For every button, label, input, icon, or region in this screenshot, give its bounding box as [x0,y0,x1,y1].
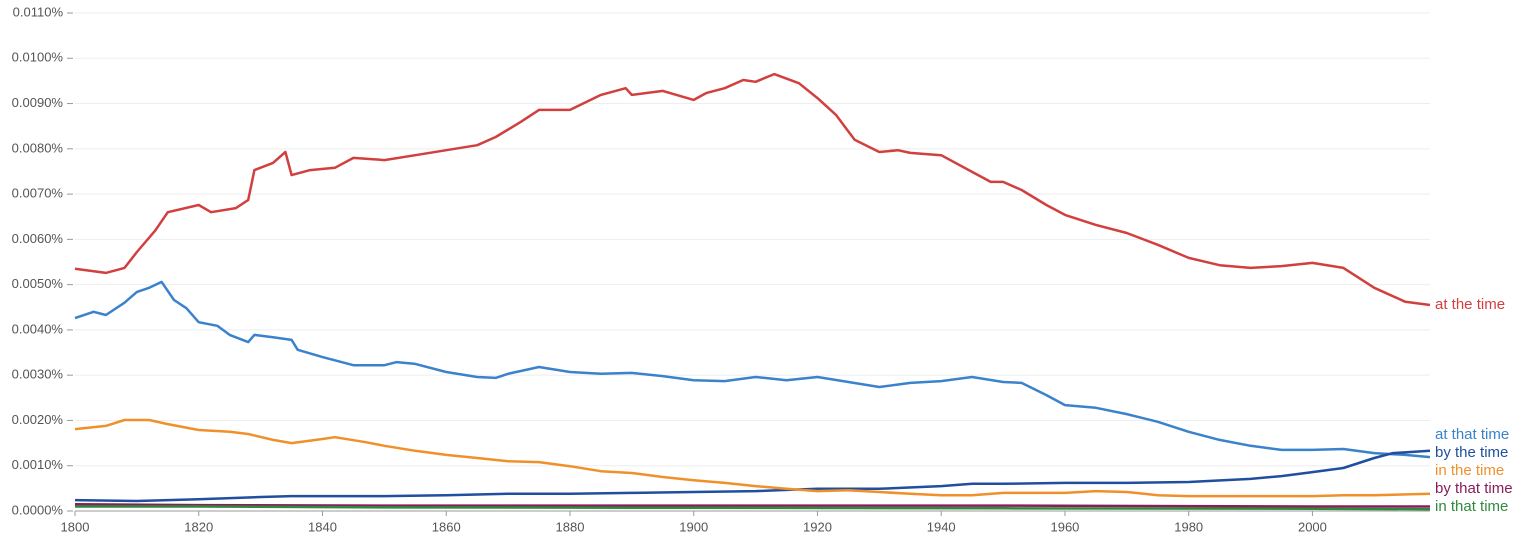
x-tick-label: 1900 [679,519,708,534]
series-label: at that time [1435,426,1509,443]
y-tick-label: 0.0040% [12,321,64,336]
series-line [75,505,1431,511]
y-tick-label: 0.0000% [12,502,64,517]
x-tick-label: 1920 [803,519,832,534]
y-tick-label: 0.0090% [12,95,64,110]
y-tick-label: 0.0110% [13,4,64,19]
series-line [74,449,1431,503]
series-line [74,280,1431,459]
series-line [74,72,1431,307]
x-tick-label: 1840 [308,519,337,534]
y-tick-label: 0.0080% [12,140,64,155]
x-tick-label: 1940 [927,519,956,534]
x-tick-label: 1820 [184,519,213,534]
y-tick-label: 0.0070% [12,186,64,201]
series-label: at the time [1435,296,1505,313]
y-tick-label: 0.0010% [12,457,64,472]
x-tick-label: 1860 [432,519,461,534]
x-tick-label: 1980 [1174,519,1203,534]
y-tick-label: 0.0060% [12,231,64,246]
x-tick-label: 2000 [1298,519,1327,534]
y-tick-label: 0.0050% [12,276,64,291]
series-line [74,418,1431,498]
series-label: in that time [1435,498,1508,515]
series-label: in the time [1435,462,1504,479]
series-label: by the time [1435,444,1508,461]
y-tick-label: 0.0030% [12,367,64,382]
series-line [74,502,1430,508]
x-tick-label: 1880 [556,519,585,534]
series-label: by that time [1435,480,1513,497]
y-tick-label: 0.0100% [12,50,64,65]
x-tick-label: 1960 [1050,519,1079,534]
x-tick-label: 1800 [61,519,90,534]
y-tick-label: 0.0020% [12,412,64,427]
